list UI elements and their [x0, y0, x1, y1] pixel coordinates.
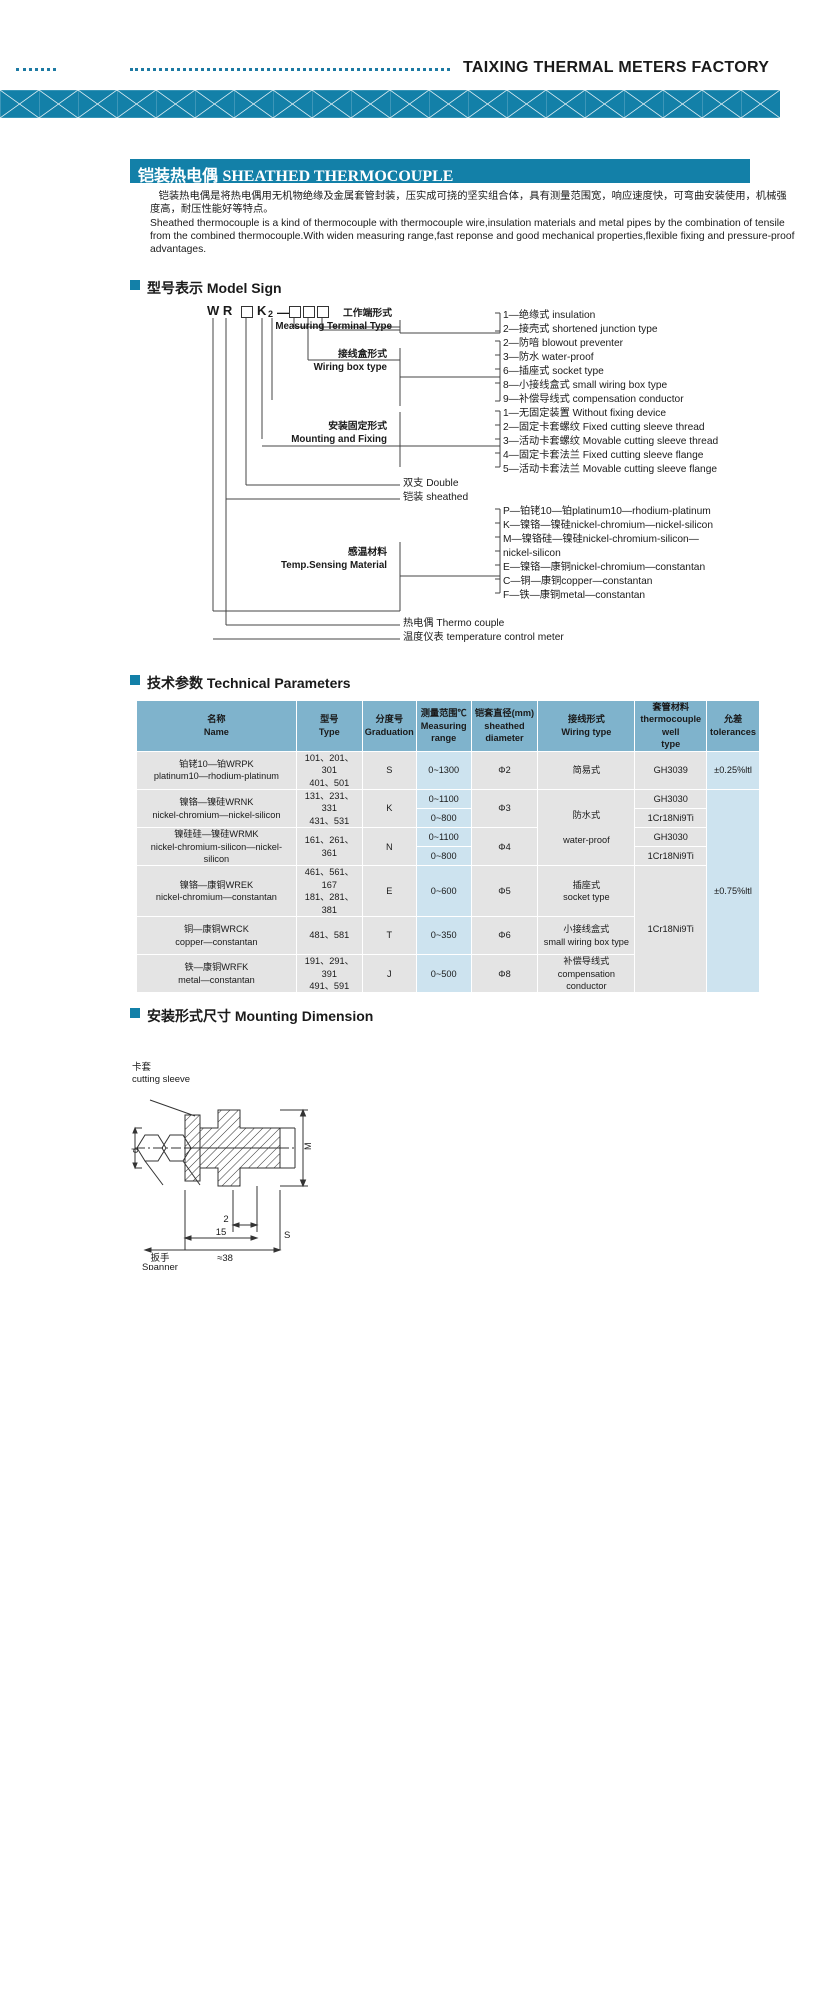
svg-text:卡套: 卡套 — [132, 1061, 152, 1073]
svg-text:cutting sleeve: cutting sleeve — [132, 1074, 190, 1085]
svg-text:≈38: ≈38 — [217, 1253, 233, 1264]
svg-text:M: M — [303, 1143, 313, 1151]
svg-text:2: 2 — [223, 1214, 228, 1225]
svg-text:d: d — [130, 1148, 140, 1153]
svg-text:S: S — [284, 1230, 290, 1241]
svg-text:15: 15 — [216, 1227, 227, 1238]
svg-text:Spanner: Spanner — [142, 1262, 178, 1270]
